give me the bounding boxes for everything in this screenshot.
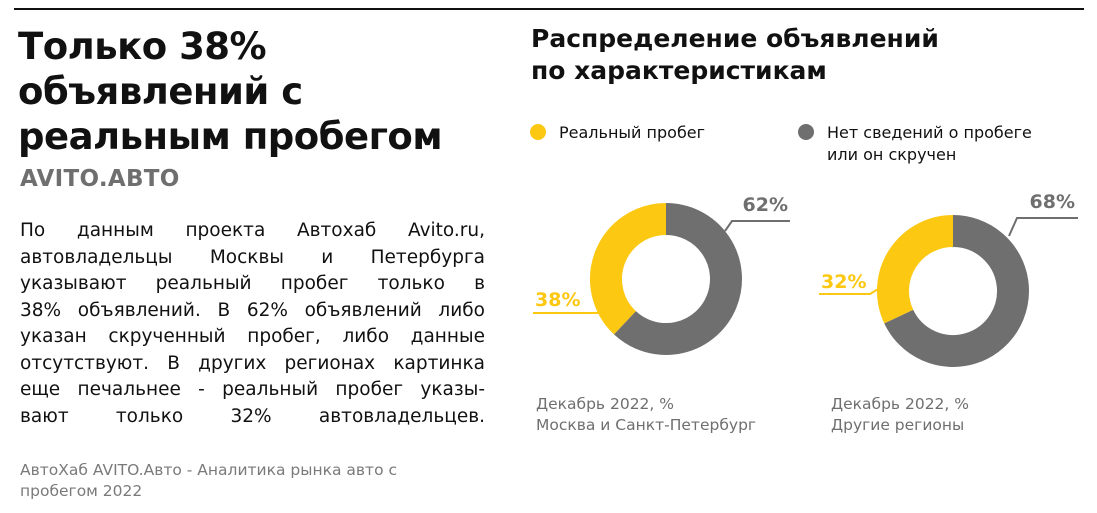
data-label: 38% xyxy=(535,289,580,311)
source-line: АвтоХаб AVITO.Авто - Аналитика рынка авт… xyxy=(20,461,398,479)
brand-label: AVITO.АВТО xyxy=(20,166,180,192)
headline-line: реальным пробегом xyxy=(18,115,443,158)
donut-slice-real-mileage xyxy=(877,215,954,324)
data-label: 32% xyxy=(821,271,866,293)
caption-line: Декабрь 2022, % xyxy=(536,395,674,413)
article-line: вают только 32% автовладельцев. xyxy=(20,405,485,427)
leader-line xyxy=(1008,217,1078,237)
legend-label-line: Реальный пробег xyxy=(559,123,706,142)
legend-item-no-data: Нет сведений о пробеге или он скручен xyxy=(798,122,1032,166)
caption-line: Другие регионы xyxy=(831,416,965,434)
article-line: 38% объявлений. В 62% объявлений либо xyxy=(20,299,485,321)
article-line: еще печальнее - реальный пробег указы- xyxy=(20,379,485,400)
leader-line xyxy=(724,220,790,232)
data-label: 68% xyxy=(1030,191,1075,213)
donut-slice-real-mileage xyxy=(590,203,667,335)
legend-label-line: Нет сведений о пробеге xyxy=(827,123,1032,142)
article-line: отсутствуют. В других регионах картинка xyxy=(20,352,485,374)
legend-swatch-other xyxy=(798,124,814,140)
leader-line xyxy=(533,305,625,314)
caption-line: Москва и Санкт-Петербург xyxy=(536,416,757,434)
source-note: АвтоХаб AVITO.Авто - Аналитика рынка авт… xyxy=(20,460,480,502)
headline-line: объявлений с xyxy=(18,70,303,113)
legend-swatch-real xyxy=(530,124,546,140)
source-line: пробегом 2022 xyxy=(20,482,143,500)
legend-item-real-mileage: Реальный пробег xyxy=(530,122,705,144)
chart-title-line: Распределение объявлений xyxy=(531,24,939,53)
article-line: автовладельцы Москвы и Петербурга xyxy=(20,246,485,268)
donut-slice-no-data xyxy=(884,215,1029,367)
chart-title-line: по характеристикам xyxy=(531,56,827,85)
legend-label: Нет сведений о пробеге или он скручен xyxy=(827,122,1032,166)
legend-label: Реальный пробег xyxy=(559,122,705,144)
leader-line xyxy=(819,287,881,295)
headline: Только 38% объявлений с реальным пробего… xyxy=(18,24,488,159)
article-line: По данным проекта Автохаб Avito.ru, xyxy=(20,220,485,241)
article-line: указывают реальный пробег только в xyxy=(20,273,485,294)
legend-label-line: или он скручен xyxy=(827,145,957,164)
chart-caption-moscow: Декабрь 2022, % Москва и Санкт-Петербург xyxy=(536,394,756,436)
data-label: 62% xyxy=(743,194,788,216)
chart-caption-regions: Декабрь 2022, % Другие регионы xyxy=(831,394,969,436)
top-rule xyxy=(14,8,1084,10)
article-text: По данным проекта Автохаб Avito.ru, авто… xyxy=(20,218,485,430)
chart-title: Распределение объявлений по характеристи… xyxy=(531,23,939,87)
article-line: указан скрученный пробег, либо данные xyxy=(20,326,485,347)
headline-line: Только 38% xyxy=(18,25,267,68)
donut-slice-no-data xyxy=(613,203,742,355)
caption-line: Декабрь 2022, % xyxy=(831,395,969,413)
